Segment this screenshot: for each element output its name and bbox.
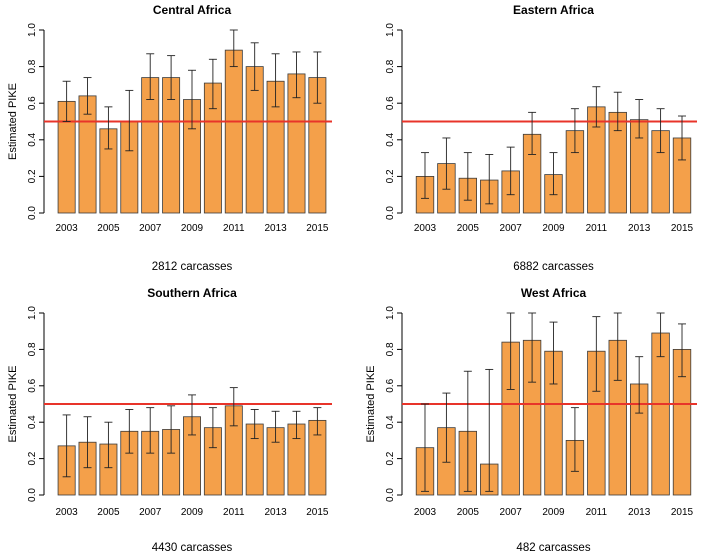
x-tick-label: 2005 bbox=[97, 223, 120, 234]
x-tick-label: 2009 bbox=[542, 507, 565, 518]
carcass-count: 6882 carcasses bbox=[513, 261, 594, 273]
chart-title: West Africa bbox=[521, 286, 587, 300]
x-tick-label: 2011 bbox=[586, 223, 608, 234]
x-tick-label: 2013 bbox=[628, 507, 651, 518]
x-tick-label: 2003 bbox=[414, 223, 437, 234]
y-tick-label: 0.4 bbox=[385, 415, 396, 429]
y-tick-label: 0.8 bbox=[385, 342, 396, 356]
chart-panel-2: Eastern Africa 0.0 0.2 0.4 0.6 0.8 1.0 2003 2005… bbox=[385, 3, 697, 273]
x-tick-label: 2015 bbox=[306, 507, 329, 518]
x-tick-label: 2011 bbox=[223, 223, 245, 234]
y-axis-label: Estimated PIKE bbox=[7, 83, 19, 160]
x-tick-label: 2009 bbox=[542, 223, 565, 234]
bar-2014 bbox=[651, 332, 670, 496]
y-tick-label: 0.4 bbox=[385, 132, 396, 146]
carcass-count: 4430 carcasses bbox=[152, 542, 233, 554]
x-tick-label: 2007 bbox=[500, 223, 523, 234]
chart-title: Central Africa bbox=[153, 3, 232, 17]
x-tick-label: 2003 bbox=[414, 507, 437, 518]
x-tick-label: 2013 bbox=[264, 223, 287, 234]
x-tick-label: 2005 bbox=[457, 223, 480, 234]
x-tick-label: 2009 bbox=[181, 223, 204, 234]
y-tick-label: 0.6 bbox=[27, 378, 38, 392]
x-tick-label: 2003 bbox=[56, 507, 79, 518]
x-tick-label: 2015 bbox=[306, 223, 329, 234]
chart-panel-3: Southern Africa 0.0 0.2 0.4 0.6 0.8 1.0 Estimat… bbox=[7, 286, 332, 554]
x-tick-label: 2003 bbox=[56, 223, 79, 234]
y-tick-label: 1.0 bbox=[385, 306, 396, 320]
y-tick-label: 0.6 bbox=[385, 96, 396, 110]
chart-panel-4: West Africa 0.0 0.2 0.4 0.6 0.8 1.0 Estimated P… bbox=[365, 286, 697, 554]
x-tick-label: 2011 bbox=[223, 507, 245, 518]
x-tick-label: 2015 bbox=[671, 507, 694, 518]
x-tick-label: 2015 bbox=[671, 223, 694, 234]
chart-title: Southern Africa bbox=[147, 286, 237, 300]
y-tick-label: 1.0 bbox=[27, 306, 38, 320]
y-tick-label: 0.0 bbox=[27, 488, 38, 502]
x-tick-label: 2011 bbox=[586, 507, 608, 518]
x-tick-label: 2007 bbox=[500, 507, 523, 518]
y-tick-label: 0.0 bbox=[27, 206, 38, 220]
y-axis-label: Estimated PIKE bbox=[365, 365, 377, 442]
y-tick-label: 0.2 bbox=[385, 451, 396, 465]
chart-title: Eastern Africa bbox=[513, 3, 594, 17]
carcass-count: 2812 carcasses bbox=[152, 261, 233, 273]
x-tick-label: 2013 bbox=[264, 507, 287, 518]
y-tick-label: 0.2 bbox=[27, 169, 38, 183]
carcass-count: 482 carcasses bbox=[516, 542, 590, 554]
x-tick-label: 2007 bbox=[139, 507, 162, 518]
x-tick-label: 2005 bbox=[97, 507, 120, 518]
chart-panel-1: Central Africa 0.0 0.2 0.4 0.6 0.8 1.0 Estimate… bbox=[7, 3, 332, 273]
y-tick-label: 0.4 bbox=[27, 132, 38, 146]
x-tick-label: 2009 bbox=[181, 507, 204, 518]
y-tick-label: 0.6 bbox=[385, 378, 396, 392]
y-tick-label: 0.8 bbox=[385, 59, 396, 73]
y-tick-label: 0.0 bbox=[385, 488, 396, 502]
x-tick-label: 2005 bbox=[457, 507, 480, 518]
y-tick-label: 1.0 bbox=[385, 23, 396, 37]
y-tick-label: 0.8 bbox=[27, 342, 38, 356]
y-tick-label: 1.0 bbox=[27, 23, 38, 37]
y-tick-label: 0.2 bbox=[385, 169, 396, 183]
x-tick-label: 2007 bbox=[139, 223, 162, 234]
x-tick-label: 2013 bbox=[628, 223, 651, 234]
bar-2011 bbox=[224, 49, 243, 214]
y-tick-label: 0.2 bbox=[27, 451, 38, 465]
y-tick-label: 0.4 bbox=[27, 415, 38, 429]
y-tick-label: 0.6 bbox=[27, 96, 38, 110]
y-tick-label: 0.8 bbox=[27, 59, 38, 73]
y-axis-label: Estimated PIKE bbox=[7, 365, 19, 442]
y-tick-label: 0.0 bbox=[385, 206, 396, 220]
